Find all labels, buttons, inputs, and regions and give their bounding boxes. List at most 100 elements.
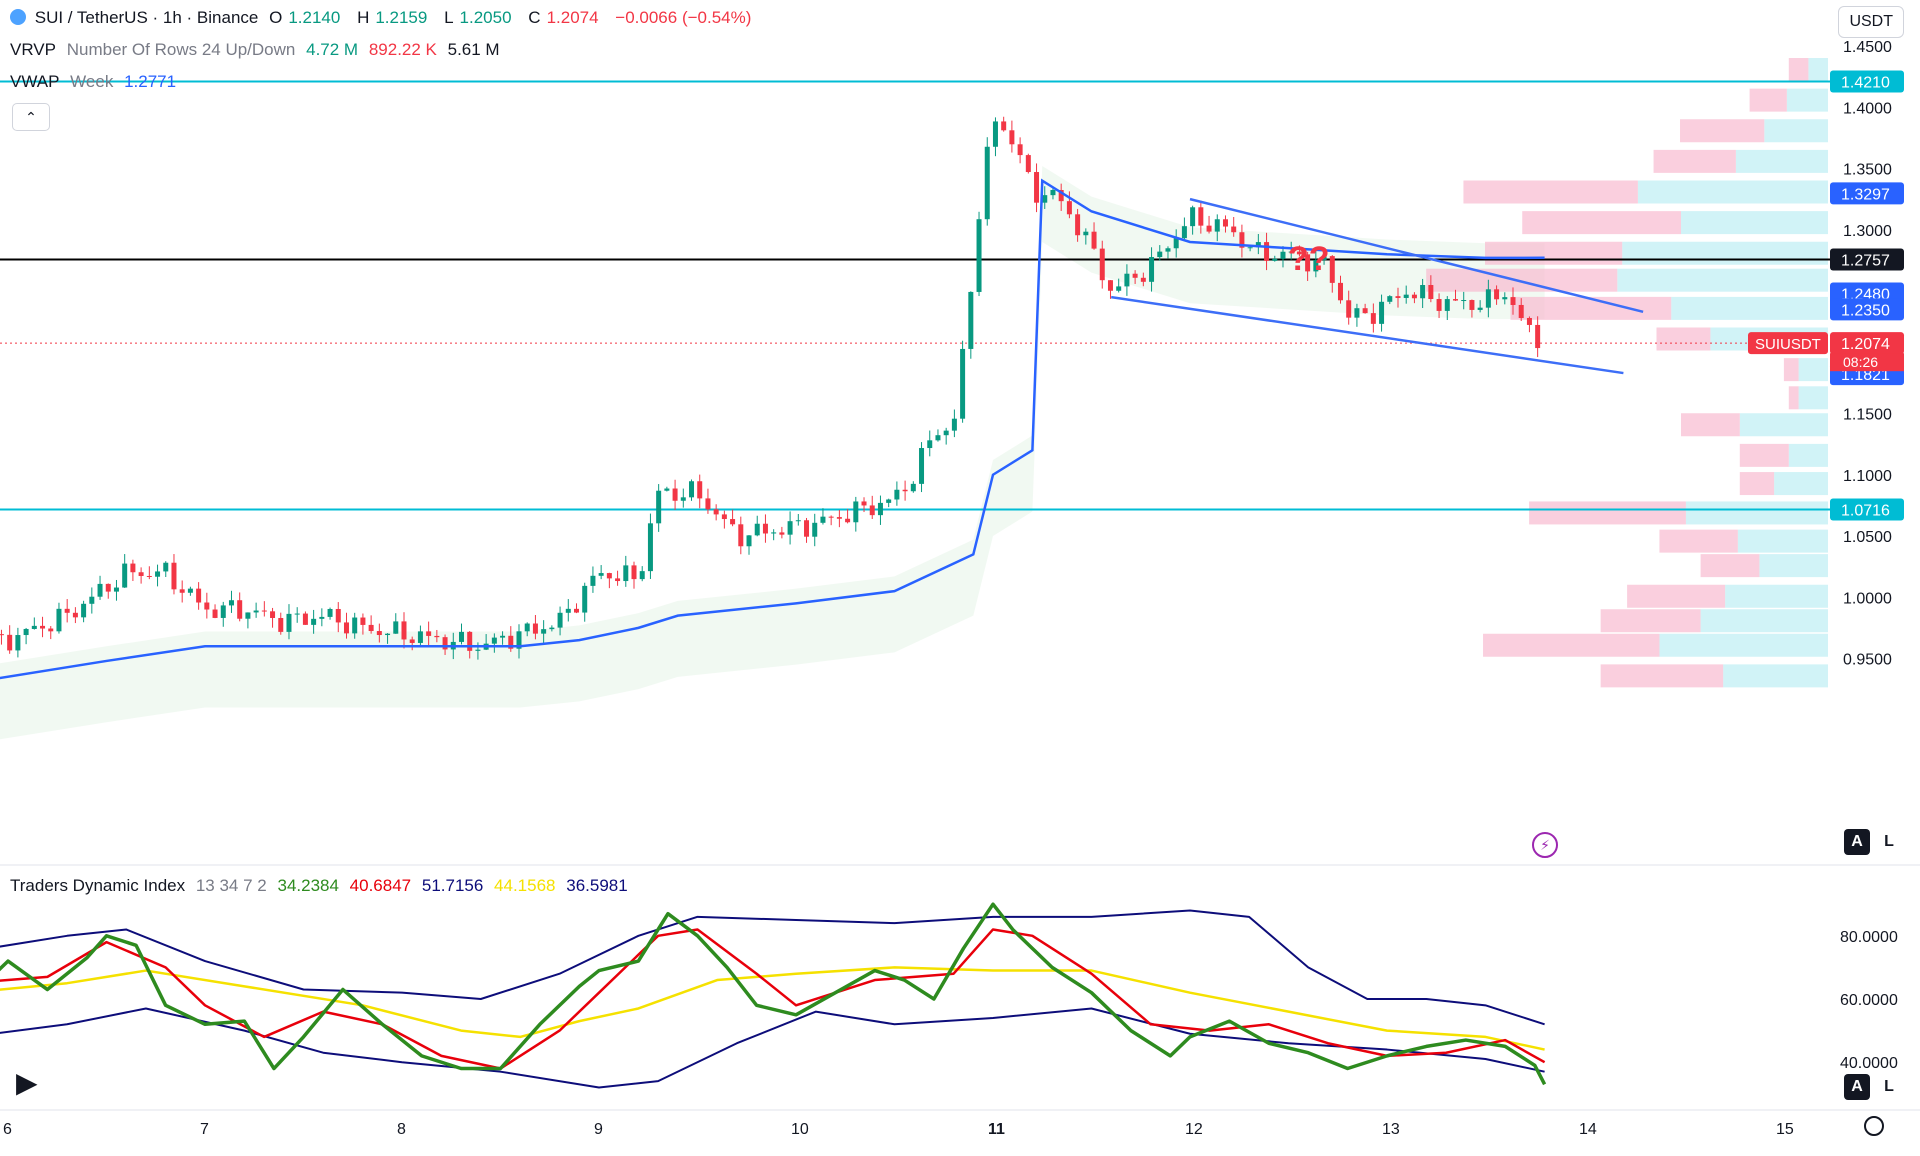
candle-body	[754, 523, 760, 536]
candle-body	[861, 501, 867, 506]
candle-body	[746, 535, 752, 547]
vwap-value: 1.2771	[124, 72, 177, 91]
candle-body	[532, 623, 538, 634]
price-label-badge	[1830, 498, 1904, 521]
candle-body	[376, 631, 382, 636]
c-letter: C	[528, 8, 541, 27]
settings-gear-icon[interactable]	[1864, 1116, 1884, 1136]
candle-body	[524, 623, 530, 632]
volume-profile-buy-row	[1700, 609, 1828, 633]
candle-body	[1395, 296, 1401, 298]
candle-body	[565, 608, 571, 613]
candle-body	[1313, 260, 1319, 272]
log-scale-button[interactable]: L	[1884, 833, 1894, 850]
low-value: 1.2050	[459, 8, 512, 27]
price-axis-tick: 1.0500	[1843, 529, 1892, 546]
lightning-icon[interactable]: ⚡	[1532, 832, 1558, 858]
candle-body	[491, 637, 497, 644]
candle-body	[713, 509, 719, 515]
tradingview-logo-icon: ▶︎	[16, 1067, 37, 1098]
volume-profile-buy-row	[1759, 554, 1828, 578]
candle-body	[1107, 280, 1113, 291]
candle-body	[623, 565, 629, 582]
candle-body	[590, 575, 596, 586]
price-label-badge	[1830, 332, 1904, 355]
high-label: H 1.2159	[357, 8, 433, 27]
candle-body	[1535, 324, 1541, 349]
channel-lower-line	[1111, 295, 1624, 375]
tdi-log-scale-button[interactable]: L	[1884, 1078, 1894, 1095]
candle-body	[261, 610, 267, 612]
candle-body	[1420, 285, 1426, 299]
candle-body	[1001, 121, 1007, 131]
tdi-legend[interactable]: Traders Dynamic Index 13 34 7 2 34.2384 …	[10, 876, 634, 896]
price-label-text: 1.3297	[1841, 186, 1890, 203]
candle-body	[1247, 247, 1253, 249]
candle-body	[968, 291, 974, 349]
collapse-legend-button[interactable]: ⌃	[12, 103, 50, 131]
candle-body	[1272, 258, 1278, 261]
candle-body	[812, 522, 818, 537]
candle-body	[458, 631, 464, 642]
volume-profile-buy-row	[1798, 358, 1828, 382]
candle-body	[31, 625, 37, 629]
candle-body	[163, 562, 169, 572]
volume-profile-buy-row	[1737, 529, 1828, 553]
vrvp-total-volume: 5.61 M	[447, 40, 500, 59]
tdi-auto-scale-button[interactable]: A	[1844, 1074, 1870, 1100]
candle-body	[1444, 299, 1450, 311]
candle-body	[343, 622, 349, 634]
candle-body	[360, 617, 366, 625]
volume-profile-sell-row	[1510, 296, 1672, 320]
candle-body	[1436, 299, 1442, 311]
vwap-params: Week	[70, 72, 114, 91]
candle-body	[902, 489, 908, 492]
volume-profile-sell-row	[1627, 584, 1726, 608]
volume-profile-sell-row	[1788, 58, 1809, 81]
candle-body	[1362, 308, 1368, 314]
volume-profile-sell-row	[1681, 413, 1740, 437]
chevron-up-icon: ⌃	[25, 109, 37, 125]
candle-body	[72, 612, 78, 618]
candle-body	[81, 603, 87, 618]
candle-body	[680, 497, 686, 501]
candle-body	[615, 578, 621, 582]
close-label: C 1.2074	[528, 8, 604, 27]
price-label-badge	[1830, 248, 1904, 271]
price-axis-tick: 1.1000	[1843, 468, 1892, 485]
candle-body	[672, 488, 678, 501]
candle-body	[943, 430, 949, 436]
candle-body	[910, 483, 916, 492]
candle-body	[541, 629, 547, 634]
vrvp-legend[interactable]: VRVP Number Of Rows 24 Up/Down 4.72 M 89…	[10, 40, 506, 60]
price-label-badge	[1830, 298, 1904, 321]
tdi-axis-tick: 80.0000	[1840, 929, 1898, 946]
vwap-legend[interactable]: VWAP Week 1.2771	[10, 72, 182, 92]
tdi-axis-tick: 40.0000	[1840, 1055, 1898, 1072]
candle-body	[1075, 214, 1081, 236]
symbol-tag-text: SUIUSDT	[1755, 336, 1821, 353]
candle-body	[894, 489, 900, 500]
currency-selector[interactable]: USDT	[1838, 6, 1904, 38]
volume-profile-buy-row	[1808, 58, 1828, 81]
candle-body	[409, 639, 415, 643]
candle-body	[1091, 231, 1097, 249]
candle-body	[286, 613, 292, 632]
candle-body	[639, 571, 645, 580]
candle-body	[352, 617, 358, 634]
price-label-text: 1.2350	[1841, 302, 1890, 319]
time-axis-tick: 9	[594, 1121, 603, 1138]
candle-body	[1526, 317, 1532, 325]
question-annotation[interactable]: ??	[1288, 240, 1330, 278]
volume-profile-buy-row	[1685, 501, 1828, 525]
candle-body	[237, 600, 243, 619]
auto-scale-button[interactable]: A	[1844, 829, 1870, 855]
volume-profile-buy-row	[1735, 149, 1828, 173]
candle-body	[179, 589, 185, 593]
candle-body	[1485, 289, 1491, 308]
candle-body	[1280, 251, 1286, 259]
candle-body	[1124, 273, 1130, 287]
candle-body	[1050, 190, 1056, 196]
